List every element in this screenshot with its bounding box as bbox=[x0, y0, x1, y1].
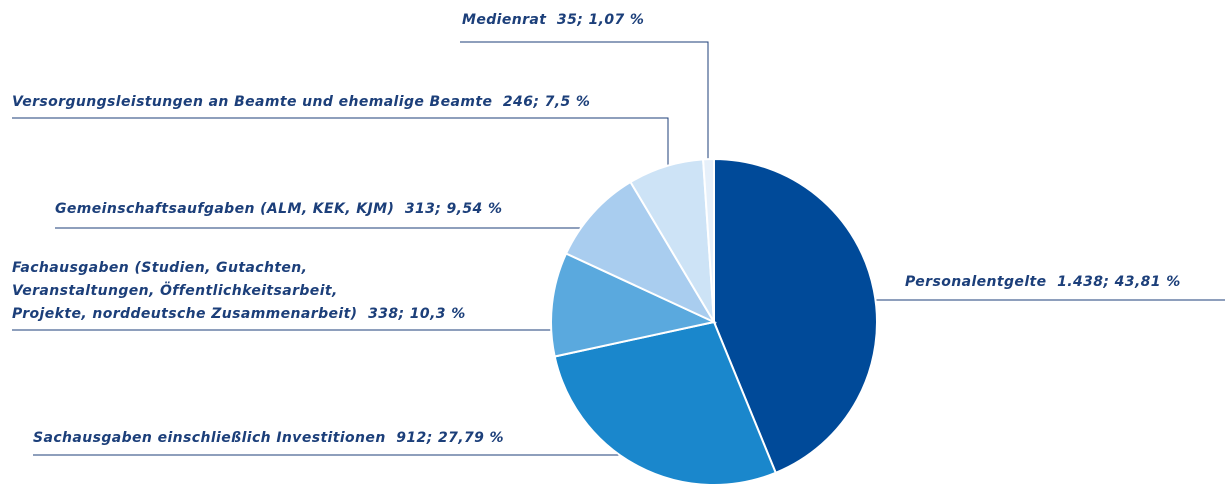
separator: ; bbox=[435, 201, 442, 217]
category-name: Versorgungsleistungen an Beamte und ehem… bbox=[12, 94, 493, 110]
separator: ; bbox=[533, 94, 540, 110]
category-name: Medienrat bbox=[462, 12, 547, 28]
value-label: 313 bbox=[404, 201, 436, 217]
slice-label: Sachausgaben einschließlich Investitione… bbox=[33, 427, 504, 450]
percentage-label: 43,81 % bbox=[1114, 274, 1181, 290]
separator: ; bbox=[1103, 274, 1110, 290]
category-name: Gemeinschaftsaufgaben (ALM, KEK, KJM) bbox=[55, 201, 395, 217]
pie-slice bbox=[553, 320, 778, 486]
pie-slice bbox=[713, 157, 878, 475]
category-name: Fachausgaben (Studien, Gutachten, Verans… bbox=[12, 260, 358, 322]
value-label: 1.438 bbox=[1057, 274, 1104, 290]
percentage-label: 1,07 % bbox=[588, 12, 645, 28]
percentage-label: 27,79 % bbox=[437, 430, 504, 446]
separator: ; bbox=[577, 12, 584, 28]
leader-line bbox=[12, 117, 669, 182]
slice-label: Versorgungsleistungen an Beamte und ehem… bbox=[12, 91, 590, 114]
separator: ; bbox=[398, 306, 405, 322]
slice-label: Gemeinschaftsaufgaben (ALM, KEK, KJM) 31… bbox=[55, 198, 502, 221]
separator: ; bbox=[426, 430, 433, 446]
slice-label: Fachausgaben (Studien, Gutachten, Verans… bbox=[12, 257, 466, 326]
percentage-label: 7,5 % bbox=[544, 94, 591, 110]
value-label: 338 bbox=[368, 306, 399, 322]
category-name: Sachausgaben einschließlich Investitione… bbox=[33, 430, 386, 446]
pie-slice bbox=[702, 157, 715, 323]
slice-label: Medienrat 35; 1,07 % bbox=[462, 9, 644, 32]
value-label: 912 bbox=[396, 430, 427, 446]
value-label: 35 bbox=[556, 12, 578, 28]
slice-label: Personalentgelte 1.438; 43,81 % bbox=[905, 271, 1181, 294]
percentage-label: 9,54 % bbox=[446, 201, 503, 217]
leader-line bbox=[460, 41, 709, 172]
pie-slice bbox=[550, 252, 718, 358]
category-name: Personalentgelte bbox=[905, 274, 1047, 290]
pie-slice bbox=[564, 180, 717, 325]
percentage-label: 10,3 % bbox=[409, 306, 466, 322]
value-label: 246 bbox=[502, 94, 534, 110]
